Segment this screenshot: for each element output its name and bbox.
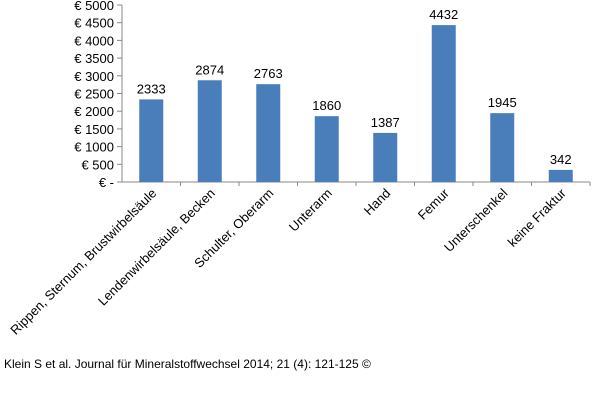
category-label: Femur	[415, 185, 453, 223]
footer-blank	[0, 374, 600, 414]
data-label: 342	[550, 152, 572, 167]
category-label: Hand	[361, 186, 394, 219]
y-tick-label: € 2500	[74, 87, 114, 102]
bar	[197, 80, 222, 182]
y-tick-label: € 1500	[74, 122, 114, 137]
data-label: 4432	[429, 7, 458, 22]
y-tick-label: € 4500	[74, 16, 114, 31]
y-tick-label: € 4000	[74, 33, 114, 48]
bar	[256, 84, 281, 182]
y-tick-label: € 500	[81, 157, 114, 172]
y-tick-label: € 3500	[74, 51, 114, 66]
data-label: 2333	[137, 81, 166, 96]
data-label: 2763	[254, 66, 283, 81]
bar	[373, 132, 398, 182]
category-label: Unterarm	[286, 186, 335, 235]
data-label: 1387	[371, 115, 400, 130]
data-label: 1945	[488, 95, 517, 110]
bar	[431, 25, 456, 182]
category-label: Lendenwirbelsäule, Becken	[95, 186, 218, 309]
bar	[548, 169, 573, 182]
data-label: 1860	[312, 98, 341, 113]
bar	[314, 116, 339, 182]
source-credit: Klein S et al. Journal für Mineralstoffw…	[4, 357, 371, 371]
y-tick-label: € 2000	[74, 104, 114, 119]
y-tick-label: € -	[99, 175, 114, 190]
y-tick-label: € 1000	[74, 140, 114, 155]
y-tick-label: € 3000	[74, 69, 114, 84]
y-tick-label: € 5000	[74, 0, 114, 13]
bar	[139, 99, 164, 182]
category-label: keine Fraktur	[505, 185, 570, 250]
chart-canvas: € - € 500 € 1000 € 1500 € 2000 € 2500 € 3000 € …	[7, 0, 591, 338]
bar-chart: € - € 500 € 1000 € 1500 € 2000 € 2500 € 3000 € …	[7, 0, 591, 338]
data-label: 2874	[195, 62, 224, 77]
bar	[490, 113, 515, 182]
